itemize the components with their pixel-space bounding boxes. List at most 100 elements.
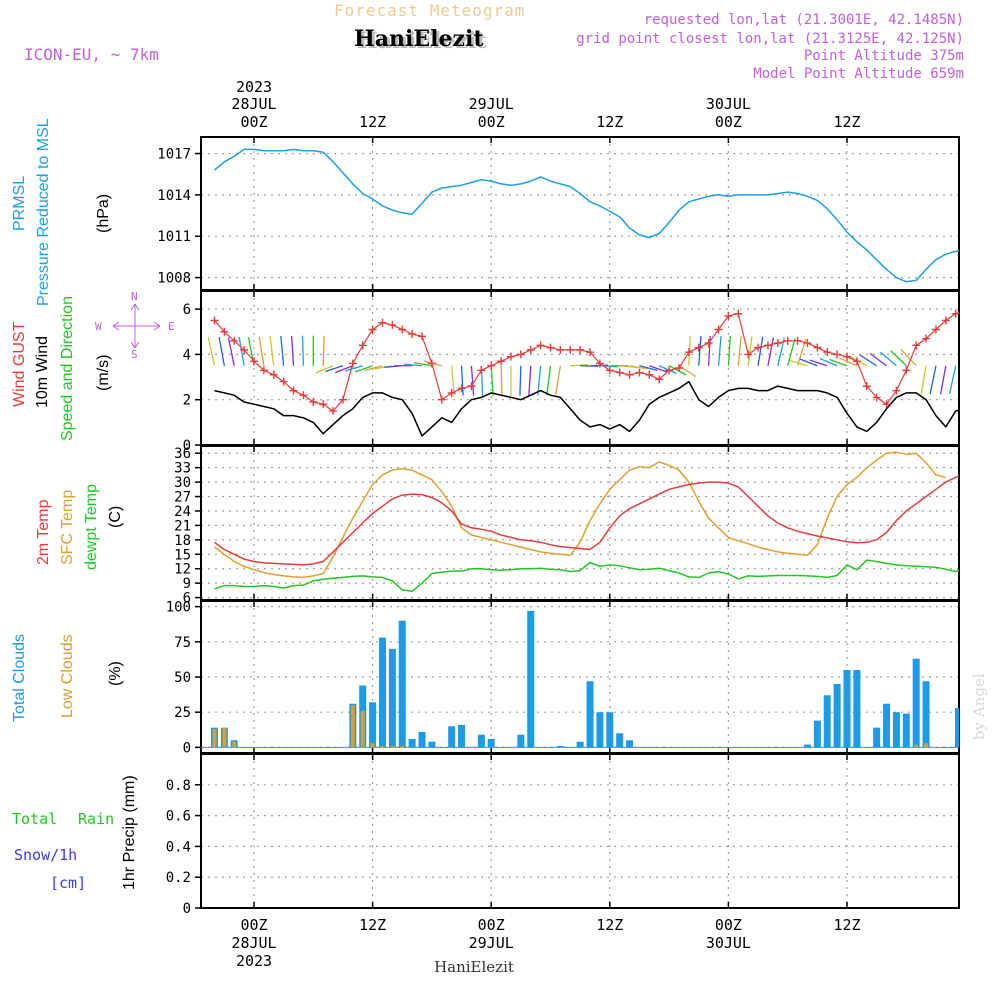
top-axis-hour: 12Z bbox=[596, 113, 623, 131]
wind-gust-marker bbox=[279, 377, 288, 386]
wind-direction-arrow bbox=[269, 336, 275, 366]
y-tick-label: 18 bbox=[174, 533, 191, 549]
wind-gust-marker bbox=[694, 343, 703, 352]
wind-gust-label: Wind GUST bbox=[11, 321, 28, 407]
wind-direction-arrow bbox=[315, 365, 334, 374]
wind-gust-marker bbox=[398, 325, 407, 334]
compass-rose: W E N S bbox=[95, 290, 175, 361]
wind-gust-marker bbox=[843, 352, 851, 361]
wind-direction-arrow bbox=[939, 365, 947, 395]
bottom-axis-date: 28JUL bbox=[231, 934, 276, 952]
y-tick-label: 2 bbox=[183, 393, 191, 409]
wind-direction-arrow bbox=[325, 365, 344, 373]
wind-direction-arrow bbox=[238, 336, 245, 366]
y-tick-label: 21 bbox=[174, 518, 191, 534]
pressure-line bbox=[214, 148, 959, 283]
wind-10m-line bbox=[214, 380, 959, 437]
wind-direction-arrow bbox=[413, 361, 433, 367]
wind-gust-marker bbox=[872, 393, 881, 402]
compass-north: N bbox=[131, 290, 138, 303]
dewpoint-line bbox=[214, 559, 959, 593]
bottom-axis-year: 2023 bbox=[236, 952, 272, 970]
bottom-axis-date: 30JUL bbox=[706, 934, 751, 952]
wind-gust-marker bbox=[645, 370, 654, 379]
wind-gust-marker bbox=[388, 320, 397, 329]
wind-gust-marker bbox=[259, 366, 268, 375]
wind-direction-arrow bbox=[839, 357, 858, 367]
wind-direction-arrow bbox=[354, 365, 373, 373]
wind-direction-arrow bbox=[787, 338, 796, 366]
wind-direction-arrow bbox=[555, 365, 562, 395]
wind-10m-label: 10m Wind bbox=[34, 336, 51, 408]
y-tick-label: 0 bbox=[183, 740, 191, 756]
total-cloud-bar bbox=[448, 726, 456, 748]
y-tick-label: 36 bbox=[174, 446, 191, 462]
low-cloud-bar bbox=[222, 727, 227, 748]
total-cloud-bar bbox=[428, 741, 436, 748]
wind-gust-marker bbox=[655, 375, 664, 384]
wind-direction-arrow bbox=[717, 335, 722, 366]
y-tick-label: 1011 bbox=[157, 229, 191, 245]
total-cloud-bar bbox=[823, 695, 831, 748]
precip-rain-label: Rain bbox=[78, 810, 114, 828]
total-cloud-bar bbox=[843, 669, 851, 748]
wind-gust-marker bbox=[892, 386, 901, 395]
wind-gust-marker bbox=[941, 316, 950, 325]
wind-direction-arrow bbox=[698, 335, 702, 366]
station-name-shadow: HaniElezit bbox=[357, 28, 487, 54]
wind-direction-arrow bbox=[537, 365, 542, 396]
total-cloud-bar bbox=[487, 738, 495, 748]
clouds-unit: (%) bbox=[107, 661, 124, 686]
bottom-axis-hour: 12Z bbox=[359, 916, 386, 934]
wind-gust-marker bbox=[427, 359, 436, 368]
wind-direction-arrow bbox=[207, 337, 216, 366]
low-cloud-bar bbox=[400, 745, 405, 748]
total-cloud-bar bbox=[912, 658, 920, 748]
wind-gust-marker bbox=[556, 345, 565, 354]
y-tick-label: 6 bbox=[183, 302, 191, 318]
bottom-axis-hour: 12Z bbox=[833, 916, 860, 934]
compass-east: E bbox=[168, 320, 175, 333]
model-label: ICON-EU, ~ 7km bbox=[24, 45, 159, 64]
total-clouds-label: Total Clouds bbox=[11, 634, 28, 722]
bottom-axis-hour: 00Z bbox=[240, 916, 267, 934]
precip-panel: 0 0.2 0.4 0.6 0.8 bbox=[166, 753, 960, 917]
wind-direction-arrow bbox=[364, 365, 383, 372]
wind-gust-marker bbox=[773, 339, 782, 348]
surface-temp-line bbox=[214, 451, 946, 579]
wind-gust-marker bbox=[467, 382, 476, 391]
low-cloud-bar bbox=[914, 744, 919, 748]
wind-gust-marker bbox=[497, 357, 506, 366]
low-cloud-bar bbox=[212, 729, 217, 748]
wind-direction-arrow bbox=[859, 354, 878, 367]
wind-gust-marker bbox=[902, 366, 911, 375]
wind-direction-arrow bbox=[890, 350, 907, 367]
wind-gust-line bbox=[214, 312, 959, 412]
wind-legend: Wind GUST 10m Wind Speed and Direction (… bbox=[11, 290, 175, 441]
wind-gust-marker bbox=[457, 384, 466, 393]
clouds-series-group bbox=[201, 610, 959, 748]
temp-sfc-label: SFC Temp bbox=[59, 490, 76, 565]
total-cloud-bar bbox=[556, 745, 564, 748]
wind-gust-marker bbox=[754, 343, 763, 352]
total-cloud-bar bbox=[813, 720, 821, 748]
wind-gust-marker bbox=[240, 345, 249, 354]
total-cloud-bar bbox=[398, 620, 406, 748]
wind-direction-arrow bbox=[649, 365, 668, 373]
wind-direction-arrow bbox=[767, 337, 775, 366]
wind-gust-marker bbox=[922, 334, 931, 343]
total-cloud-bar bbox=[517, 734, 525, 748]
top-axis-hour: 00Z bbox=[715, 113, 742, 131]
wind-direction-arrow bbox=[809, 359, 828, 367]
wind-gust-marker bbox=[576, 345, 585, 354]
wind-direction-arrow bbox=[500, 365, 503, 396]
wind-gust-marker bbox=[368, 325, 377, 334]
wind-series-group bbox=[207, 309, 999, 437]
wind-direction-arrow bbox=[969, 366, 975, 394]
y-tick-label: 0.4 bbox=[166, 839, 191, 855]
wind-gust-marker bbox=[526, 345, 535, 354]
total-cloud-bar bbox=[378, 637, 386, 748]
wind-gust-marker bbox=[991, 364, 999, 372]
y-tick-label: 4 bbox=[183, 347, 191, 363]
